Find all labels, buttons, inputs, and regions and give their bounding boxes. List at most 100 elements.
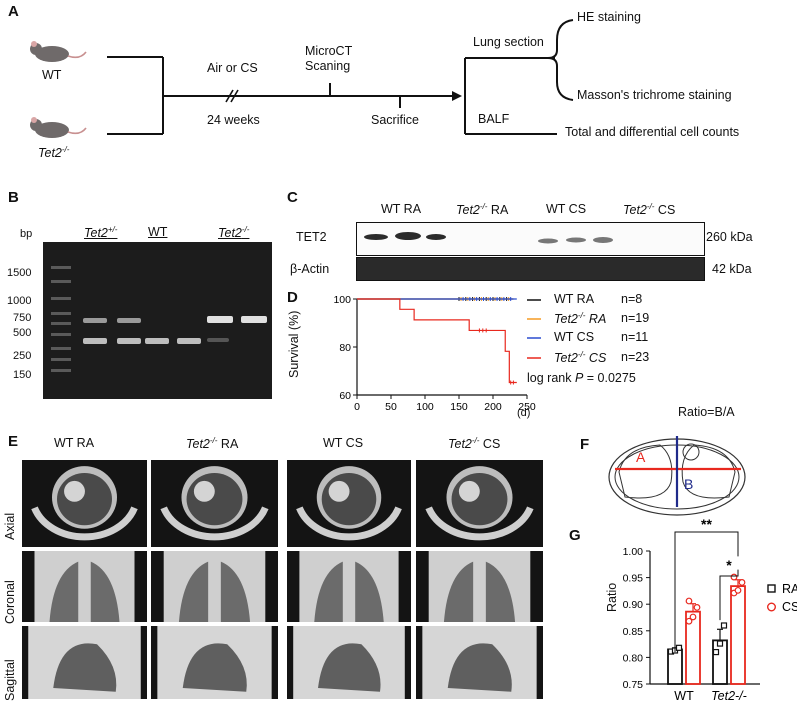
ct-body [428,551,531,622]
data-point-square [675,644,683,651]
ct-heart [193,480,215,502]
survival-legend-markers [527,299,541,359]
legend-wt-cs: WT CS [554,330,594,344]
ct-right-lung [485,561,516,622]
tet2-blot-label: TET2 [296,230,327,244]
microct-label-line2: Scaning [305,59,351,73]
ct-couch [31,506,138,541]
ratio-b-label: B [684,476,694,492]
ct-slice-graphic [31,466,138,541]
blot-lane-text: WT RA [381,202,422,216]
ct-slice-graphic [157,626,272,699]
data-point-circle [734,586,742,594]
ct-heart [64,480,85,502]
x-tick-label: 150 [450,401,468,413]
gel-group-label-wt: WT [148,225,167,239]
cell-counts-label: Total and differential cell counts [565,125,740,139]
panel-g-label: G [569,527,581,544]
ct-image-coronal-1 [151,551,278,622]
ct-slice-graphic [163,551,266,622]
panel-b-label: B [8,189,19,206]
ct-couch [296,506,402,541]
ct-row-coronal: Coronal [3,580,17,624]
ct-col-sup: -/- [209,436,218,445]
data-point-square [720,622,728,629]
ct-left-lung [49,561,79,622]
logrank-prefix: log rank [527,371,575,385]
gel-group-label-tet2-het: Tet2+/- [84,225,117,240]
panel-d-label: D [287,289,298,306]
blot-lane-suffix: RA [487,203,509,218]
tet2-blot-bands [364,232,613,244]
legend-suffix: CS [585,351,607,366]
panel-c-label: C [287,189,298,206]
legend-label-cs: CS [782,600,797,614]
ratio-title: Ratio=B/A [678,405,735,419]
y-tick-label: 100 [333,294,351,306]
bar-axes: 0.75 0.80 0.85 0.90 0.95 1.00 WT Tet2-/- [623,546,760,703]
blot-lane-wt-ra: WT RA [381,202,421,216]
bar-marks: *** [667,516,746,685]
ct-right-lung [90,561,120,622]
data-point-square [716,640,724,647]
blot-lane-base: Tet2 [623,203,647,218]
mouse-icon-wt [30,41,87,62]
blot-lane-text: WT CS [546,202,587,216]
legend-base: Tet2 [554,351,578,366]
he-staining-label: HE staining [577,10,641,24]
actin-blot-image [356,257,705,281]
ct-col-wt-cs: WT CS [323,436,363,450]
x-tick-label: 250 [518,401,536,413]
ct-image-axial-3 [416,460,543,547]
data-point-circle [685,597,693,605]
actin-blot-label: β-Actin [290,262,330,276]
legend-tet2-ra: Tet2-/- RA [554,311,606,326]
y-tick-label: 0.90 [623,599,644,611]
blot-lane-base: Tet2 [456,203,480,218]
survival-curves [357,297,517,385]
ct-slice-graphic [160,466,269,541]
legend-n-tet2-cs: n=23 [621,350,650,364]
ct-slice-graphic [28,626,141,699]
ct-image-axial-0 [22,460,147,547]
sacrifice-label: Sacrifice [371,113,419,127]
gel-group-base: Tet2 [218,226,242,241]
gel-group-sup: -/- [241,225,250,234]
ct-lungs [57,473,112,526]
ct-heart [458,480,480,502]
ct-right-lung [355,561,384,622]
bp-label: bp [20,228,33,240]
bar-CS-1 [730,585,746,685]
ct-col-base: Tet2 [448,437,472,452]
logrank-p: P [574,371,584,385]
y-tick-label: 1.00 [623,546,644,558]
y-tick-label: 60 [339,390,351,402]
ct-col-sup: -/- [471,436,480,445]
tet2-kda-label: 260 kDa [706,230,753,244]
ct-lung [318,643,381,692]
sig-single-star: * [726,557,732,573]
legend-circle-cs [766,602,776,612]
sig-bracket-single [719,569,739,621]
microct-label-line1: MicroCT [305,44,353,58]
legend-sup: -/- [577,350,586,359]
ct-col-text: WT RA [54,436,95,450]
blot-lane-sup: -/- [646,202,655,211]
ct-slice-graphic [296,466,402,541]
ct-image-sagittal-1 [151,626,278,699]
legend-n-tet2-ra: n=19 [621,311,650,325]
survival-line-3 [357,298,517,384]
ct-left-lung [443,561,474,622]
ct-image-coronal-3 [416,551,543,622]
data-point-square [712,648,720,656]
legend-wt-ra: WT RA [554,292,594,306]
ct-image-sagittal-2 [287,626,411,699]
ct-lung [447,643,512,692]
survival-chart: 0 50 100 150 200 250 60 80 100 [333,294,536,413]
ct-lungs [321,473,377,526]
ct-image-axial-2 [287,460,411,547]
y-tick-label: 0.75 [623,679,644,691]
tet2-mouse-label: Tet2-/- [38,145,69,160]
ct-lungs [186,473,243,526]
logrank-value: = 0.0275 [583,371,636,385]
